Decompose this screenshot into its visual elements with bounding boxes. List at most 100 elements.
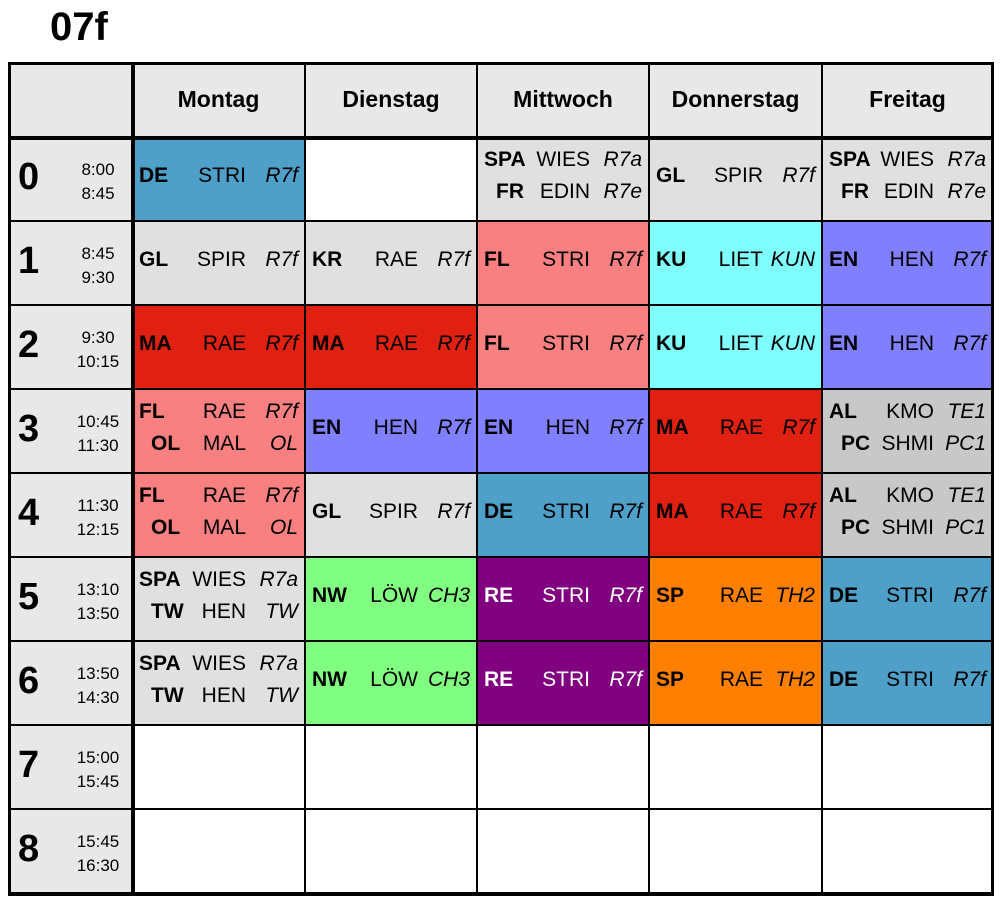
teacher-code: STRI bbox=[542, 668, 590, 691]
lesson-cell[interactable] bbox=[650, 810, 823, 894]
subject-code: DE bbox=[829, 668, 859, 691]
lesson-cell[interactable]: FL STRI R7f bbox=[478, 222, 650, 306]
header-row-divider bbox=[8, 136, 994, 140]
subject-code: SPA bbox=[139, 652, 181, 675]
teacher-code: LÖW bbox=[370, 584, 418, 607]
teacher-code: RAE bbox=[719, 584, 763, 607]
lesson-cell[interactable]: NW LÖW CH3 bbox=[306, 642, 478, 726]
lesson-cell[interactable] bbox=[133, 810, 306, 894]
period-cell-5: 5 13:10 13:50 bbox=[8, 558, 133, 642]
teacher-code: MAL bbox=[202, 516, 246, 539]
lesson-cell[interactable]: EN HEN R7f bbox=[478, 390, 650, 474]
lesson-cell[interactable]: FL RAE R7f OL MAL OL bbox=[133, 474, 306, 558]
lesson-line: FL RAE R7f bbox=[133, 400, 304, 432]
lesson-line: SPA WIES R7a bbox=[823, 148, 992, 180]
lesson-cell[interactable]: SPA WIES R7a TW HEN TW bbox=[133, 642, 306, 726]
lesson-cell[interactable]: KR RAE R7f bbox=[306, 222, 478, 306]
room-code: R7f bbox=[782, 500, 815, 523]
teacher-code: SHMI bbox=[881, 432, 935, 455]
lesson-cell[interactable]: SPA WIES R7a TW HEN TW bbox=[133, 558, 306, 642]
room-code: R7f bbox=[265, 484, 298, 507]
lesson-cell[interactable]: SP RAE TH2 bbox=[650, 642, 823, 726]
teacher-code: KMO bbox=[886, 400, 934, 423]
teacher-code: STRI bbox=[542, 248, 590, 271]
lesson-cell[interactable]: MA RAE R7f bbox=[650, 474, 823, 558]
subject-code: SPA bbox=[829, 148, 871, 171]
period-number: 5 bbox=[18, 576, 40, 618]
period-start-time: 8:00 bbox=[81, 160, 115, 179]
subject-code: GL bbox=[139, 248, 169, 271]
teacher-code: WIES bbox=[536, 148, 590, 171]
lesson-cell[interactable] bbox=[650, 726, 823, 810]
period-number: 4 bbox=[18, 492, 40, 534]
lesson-cell[interactable]: MA RAE R7f bbox=[306, 306, 478, 390]
teacher-code: STRI bbox=[886, 668, 934, 691]
lesson-cell[interactable]: FL STRI R7f bbox=[478, 306, 650, 390]
teacher-code: WIES bbox=[880, 148, 934, 171]
lesson-cell[interactable]: SPA WIES R7a FR EDIN R7e bbox=[823, 138, 994, 222]
teacher-code: KMO bbox=[886, 484, 934, 507]
teacher-code: WIES bbox=[192, 568, 246, 591]
lesson-line: GL SPIR R7f bbox=[650, 164, 821, 196]
lesson-cell[interactable]: DE STRI R7f bbox=[133, 138, 306, 222]
room-code: R7a bbox=[259, 652, 298, 675]
lesson-cell[interactable]: KU LIET KUN bbox=[650, 306, 823, 390]
lesson-cell[interactable] bbox=[823, 726, 994, 810]
period-start-time: 10:45 bbox=[76, 412, 120, 431]
room-code: R7f bbox=[437, 248, 470, 271]
lesson-line: DE STRI R7f bbox=[478, 500, 648, 532]
lesson-cell[interactable]: RE STRI R7f bbox=[478, 558, 650, 642]
lesson-cell[interactable]: NW LÖW CH3 bbox=[306, 558, 478, 642]
lesson-cell[interactable] bbox=[823, 810, 994, 894]
lesson-cell[interactable]: DE STRI R7f bbox=[478, 474, 650, 558]
lesson-cell[interactable] bbox=[306, 810, 478, 894]
subject-code: EN bbox=[829, 332, 859, 355]
lesson-cell[interactable]: DE STRI R7f bbox=[823, 642, 994, 726]
lesson-cell[interactable] bbox=[306, 138, 478, 222]
subject-code: FR bbox=[496, 180, 524, 203]
lesson-cell[interactable] bbox=[133, 726, 306, 810]
teacher-code: RAE bbox=[374, 248, 418, 271]
lesson-cell[interactable]: FL RAE R7f OL MAL OL bbox=[133, 390, 306, 474]
lesson-cell[interactable]: GL SPIR R7f bbox=[306, 474, 478, 558]
period-number: 6 bbox=[18, 660, 40, 702]
room-code: TH2 bbox=[775, 584, 815, 607]
lesson-cell[interactable]: MA RAE R7f bbox=[650, 390, 823, 474]
subject-code: GL bbox=[656, 164, 686, 187]
lesson-cell[interactable]: RE STRI R7f bbox=[478, 642, 650, 726]
lesson-line: EN HEN R7f bbox=[823, 332, 992, 364]
lesson-cell[interactable]: KU LIET KUN bbox=[650, 222, 823, 306]
lesson-cell[interactable]: EN HEN R7f bbox=[823, 306, 994, 390]
lesson-cell[interactable] bbox=[478, 810, 650, 894]
lesson-line: DE STRI R7f bbox=[823, 584, 992, 616]
subject-code: SP bbox=[656, 668, 685, 691]
period-end-time: 12:15 bbox=[76, 520, 120, 539]
period-end-time: 13:50 bbox=[76, 604, 120, 623]
teacher-code: EDIN bbox=[539, 180, 590, 203]
lesson-cell[interactable]: GL SPIR R7f bbox=[133, 222, 306, 306]
room-code: TW bbox=[265, 684, 298, 707]
lesson-line: SP RAE TH2 bbox=[650, 668, 821, 700]
subject-code: AL bbox=[829, 484, 857, 507]
lesson-line: SP RAE TH2 bbox=[650, 584, 821, 616]
lesson-cell[interactable] bbox=[306, 726, 478, 810]
lesson-cell[interactable]: EN HEN R7f bbox=[306, 390, 478, 474]
lesson-cell[interactable]: SP RAE TH2 bbox=[650, 558, 823, 642]
room-code: CH3 bbox=[427, 668, 470, 691]
lesson-cell[interactable]: EN HEN R7f bbox=[823, 222, 994, 306]
teacher-code: STRI bbox=[542, 332, 590, 355]
teacher-code: WIES bbox=[192, 652, 246, 675]
lesson-cell[interactable]: SPA WIES R7a FR EDIN R7e bbox=[478, 138, 650, 222]
lesson-cell[interactable]: DE STRI R7f bbox=[823, 558, 994, 642]
lesson-line: KU LIET KUN bbox=[650, 248, 821, 280]
teacher-code: LIET bbox=[718, 248, 763, 271]
lesson-cell[interactable] bbox=[478, 726, 650, 810]
lesson-cell[interactable]: AL KMO TE1 PC SHMI PC1 bbox=[823, 390, 994, 474]
lesson-cell[interactable]: GL SPIR R7f bbox=[650, 138, 823, 222]
lesson-cell[interactable]: MA RAE R7f bbox=[133, 306, 306, 390]
lesson-cell[interactable]: AL KMO TE1 PC SHMI PC1 bbox=[823, 474, 994, 558]
teacher-code: RAE bbox=[374, 332, 418, 355]
period-number: 7 bbox=[18, 744, 40, 786]
teacher-code: EDIN bbox=[883, 180, 934, 203]
subject-code: SPA bbox=[139, 568, 181, 591]
